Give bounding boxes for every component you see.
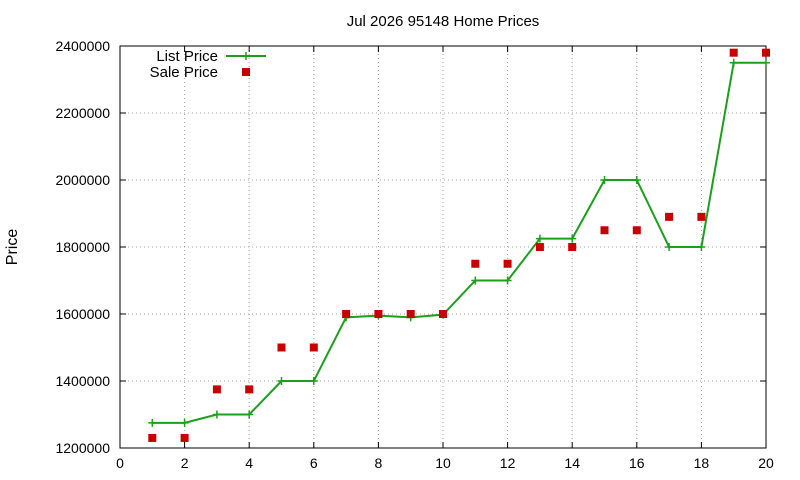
sale-price-point [374, 310, 383, 318]
chart-title: Jul 2026 95148 Home Prices [347, 13, 540, 30]
sale-price-point [632, 226, 641, 235]
legend-marker-sale-price [242, 68, 250, 76]
sale-price-point [535, 243, 544, 251]
list-price-line [152, 61, 766, 424]
sale-price-point [762, 48, 770, 57]
list-price-point [697, 243, 706, 251]
x-tick-label: 20 [758, 455, 774, 471]
list-price-point [568, 234, 577, 243]
y-axis-label: Price [4, 229, 21, 266]
list-price-point [309, 377, 318, 385]
x-tick-label: 14 [564, 455, 580, 471]
y-tick-label: 1200000 [55, 440, 110, 456]
x-tick-label: 18 [694, 455, 710, 471]
x-tick-label: 6 [310, 455, 318, 471]
legend: List Price Sale Price [150, 48, 266, 81]
legend-marker-list-price [242, 52, 250, 60]
list-price-point [212, 410, 221, 419]
list-price-point [180, 418, 189, 427]
sale-price-point [471, 259, 480, 268]
series-layer [148, 48, 770, 442]
list-price-point [535, 234, 544, 243]
sale-price-point [406, 310, 415, 318]
legend-label-sale-price: Sale Price [150, 64, 218, 81]
y-tick-label: 1600000 [55, 306, 110, 322]
list-price-point [245, 410, 254, 419]
sale-price-point [277, 343, 286, 352]
x-tick-label: 10 [435, 455, 451, 471]
sale-price-point [600, 226, 609, 235]
sale-price-point [148, 433, 157, 442]
x-tick-label: 16 [629, 455, 645, 471]
sale-price-point [439, 310, 447, 318]
legend-label-list-price: List Price [156, 48, 218, 65]
y-tick-label: 1800000 [55, 239, 110, 255]
sale-price-point [729, 48, 738, 57]
x-tick-label: 12 [500, 455, 516, 471]
x-tick-label: 0 [116, 455, 124, 471]
y-tick-label: 2400000 [55, 38, 110, 54]
list-price-point [665, 243, 674, 251]
sale-price-point [665, 212, 674, 221]
axis-ticks: 0 2 4 6 8 10 12 14 16 18 20 1200000 1400000 1600000 18… [55, 38, 774, 471]
x-tick-label: 2 [181, 455, 189, 471]
sale-price-point [212, 385, 221, 394]
list-price-point [471, 276, 480, 285]
list-price-point [762, 58, 770, 67]
list-price-point [632, 176, 641, 184]
sale-price-point [503, 259, 512, 268]
y-tick-label: 2000000 [55, 172, 110, 188]
sale-price-point [697, 212, 706, 221]
y-tick-label: 2200000 [55, 105, 110, 121]
y-tick-label: 1400000 [55, 373, 110, 389]
sale-price-point [568, 243, 577, 251]
list-price-point [148, 418, 157, 427]
list-price-point [600, 176, 609, 184]
list-price-point [729, 58, 738, 67]
sale-price-point [309, 343, 318, 352]
list-price-point [503, 276, 512, 285]
sale-price-point [180, 433, 189, 442]
list-price-point [277, 377, 286, 385]
sale-price-point [342, 310, 351, 318]
x-tick-label: 4 [245, 455, 253, 471]
x-tick-label: 8 [375, 455, 383, 471]
sale-price-point [245, 385, 254, 394]
